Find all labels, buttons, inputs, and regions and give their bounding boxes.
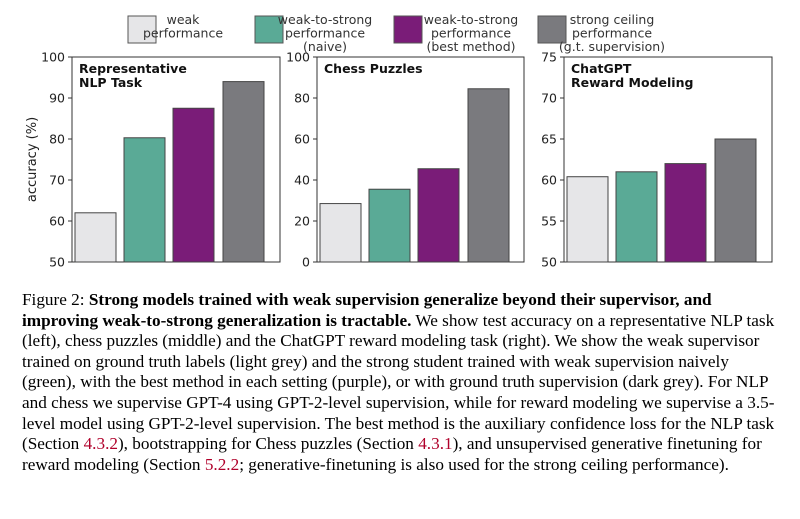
legend-swatch	[254, 15, 284, 44]
caption-text-2: ), bootstrapping for Chess puzzles (Sect…	[117, 434, 414, 454]
legend-label: (g.t. supervision)	[559, 39, 665, 54]
y-tick-label: 75	[541, 50, 557, 65]
y-tick-label: 60	[49, 214, 65, 229]
y-axis-label: accuracy (%)	[25, 117, 40, 202]
legend-swatch	[127, 15, 157, 44]
panel-title: Chess Puzzles	[324, 61, 423, 76]
caption-ref-1[interactable]: 4.3.2	[83, 434, 118, 454]
bar	[172, 107, 215, 263]
legend-label: (best method)	[426, 39, 515, 54]
bar	[417, 168, 460, 263]
legend-label: weak-to-strong	[278, 12, 372, 27]
caption-bold-text: Strong models trained with weak supervis…	[22, 290, 712, 330]
caption-ref-3[interactable]: 5.2.2	[204, 454, 240, 474]
panel-title: NLP Task	[79, 75, 143, 90]
legend-swatch	[537, 15, 567, 44]
figure: weak performance weak-to-strong performance…	[25, 12, 773, 270]
legend-label: strong ceiling	[570, 12, 655, 27]
bar	[714, 138, 757, 263]
bar	[319, 203, 362, 263]
y-tick-label: 50	[541, 255, 557, 270]
y-tick-label: 60	[541, 173, 557, 188]
panel-title: ChatGPT	[571, 61, 632, 76]
panel-title: Representative	[79, 61, 187, 76]
bar	[615, 171, 658, 263]
y-tick-label: 60	[294, 132, 310, 147]
panel-title: Reward Modeling	[571, 75, 693, 90]
legend-label: performance	[431, 26, 511, 41]
legend-label: performance	[572, 26, 652, 41]
y-tick-label: 55	[541, 214, 557, 229]
legend-label: (naive)	[303, 39, 347, 54]
y-tick-label: 50	[49, 255, 65, 270]
y-tick-label: 100	[41, 50, 65, 65]
bar	[368, 188, 411, 263]
bar	[566, 176, 609, 263]
legend-label: weak	[167, 12, 201, 27]
caption-text-3: ), and unsupervised generative finetunin…	[22, 434, 762, 474]
y-tick-label: 80	[49, 132, 65, 147]
bar	[222, 81, 265, 263]
bar	[123, 137, 166, 263]
legend-label: performance	[285, 26, 365, 41]
y-tick-label: 0	[302, 255, 310, 270]
y-tick-label: 80	[294, 91, 310, 106]
y-tick-label: 70	[541, 91, 557, 106]
caption-text-1: We show test accuracy on a representativ…	[22, 310, 775, 454]
caption-label: Figure 2:	[22, 290, 85, 309]
y-tick-label: 40	[294, 173, 310, 188]
y-tick-label: 20	[294, 214, 310, 229]
legend-swatch	[393, 15, 423, 44]
bar	[664, 163, 707, 263]
figure-svg: weakperformanceweak-to-strongperformance…	[25, 12, 773, 270]
bar	[74, 212, 117, 263]
bar	[467, 88, 510, 263]
legend-label: weak-to-strong	[424, 12, 518, 27]
y-tick-label: 65	[541, 132, 557, 147]
y-tick-label: 70	[49, 173, 65, 188]
y-tick-label: 90	[49, 91, 65, 106]
caption-ref-2[interactable]: 4.3.1	[418, 434, 453, 454]
legend-label: performance	[143, 26, 223, 41]
figure-caption: Figure 2: Strong models trained with wea…	[22, 290, 786, 475]
y-tick-label: 100	[286, 50, 310, 65]
caption-text-4: ; generative-finetuning is also used for…	[239, 454, 729, 474]
